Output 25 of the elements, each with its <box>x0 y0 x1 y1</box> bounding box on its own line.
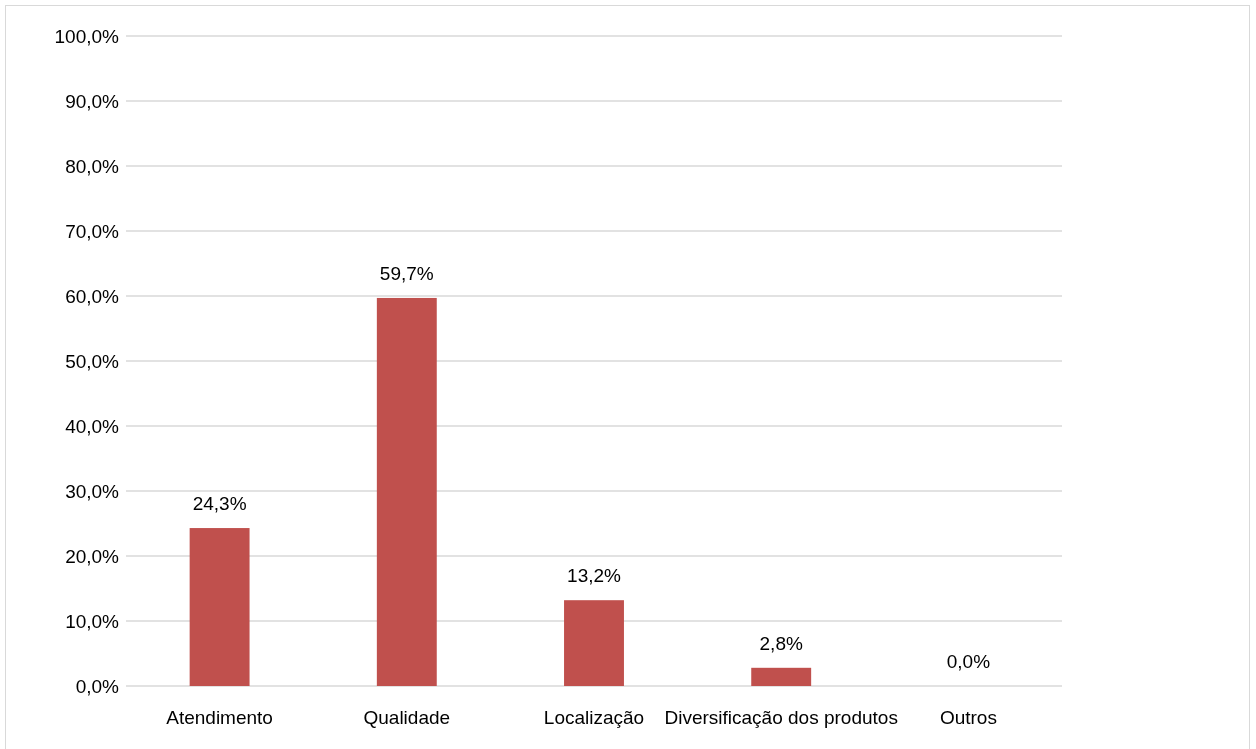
y-tick-label: 90,0% <box>65 90 120 112</box>
x-tick-label: Outros <box>939 706 997 728</box>
y-tick-label: 60,0% <box>65 285 120 307</box>
data-label: 13,2% <box>567 565 622 587</box>
y-tick-label: 40,0% <box>65 415 120 437</box>
data-label: 24,3% <box>192 493 247 515</box>
data-label: 2,8% <box>759 632 803 654</box>
x-tick-label: Atendimento <box>166 706 273 728</box>
x-tick-label: Localização <box>543 706 645 728</box>
y-tick-label: 50,0% <box>65 350 120 372</box>
y-tick-label: 80,0% <box>65 155 120 177</box>
x-tick-label: Diversificação dos produtos <box>664 706 898 728</box>
bar <box>376 297 437 686</box>
y-tick-label: 0,0% <box>75 675 120 697</box>
y-tick-label: 100,0% <box>54 25 120 47</box>
y-tick-label: 10,0% <box>65 610 120 632</box>
y-tick-label: 70,0% <box>65 220 120 242</box>
y-tick-label: 20,0% <box>65 545 120 567</box>
bar <box>189 528 250 686</box>
y-tick-label: 30,0% <box>65 480 120 502</box>
data-label: 59,7% <box>379 262 434 284</box>
data-label: 0,0% <box>946 651 991 672</box>
bar <box>564 600 624 686</box>
x-tick-label: Qualidade <box>363 706 451 728</box>
bar <box>751 667 812 686</box>
